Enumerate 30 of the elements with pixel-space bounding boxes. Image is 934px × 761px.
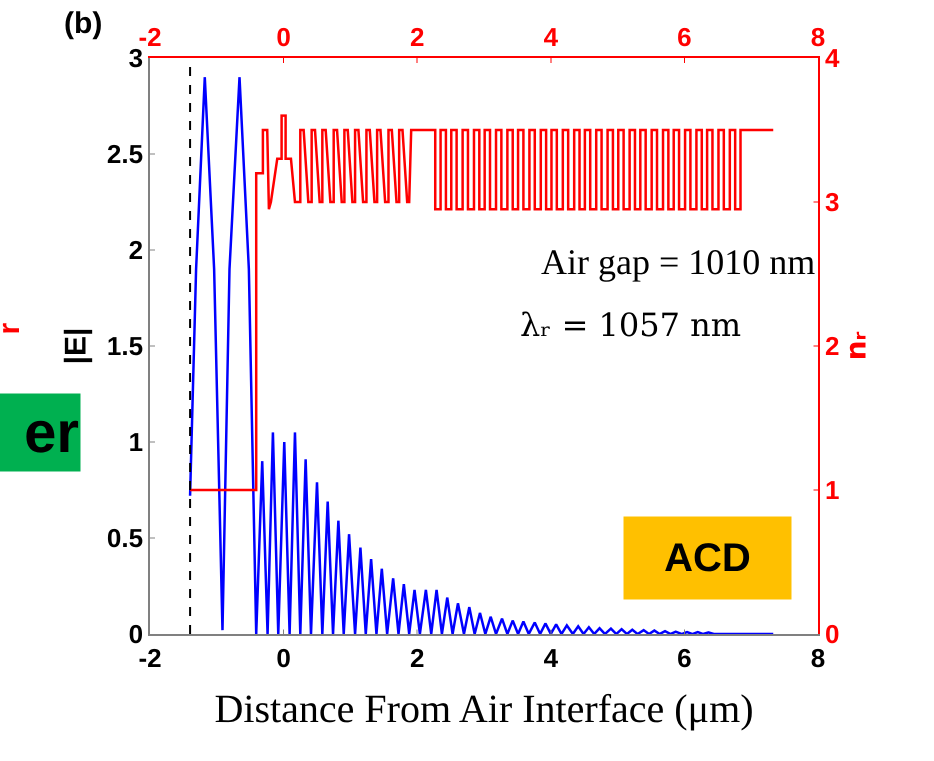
y2-tick-label: 0 xyxy=(824,619,840,650)
x-tick-label: 6 xyxy=(677,22,692,52)
x-axis-title: Distance From Air Interface (μm) xyxy=(214,686,754,731)
y2-tick-label: 3 xyxy=(824,187,840,218)
text: (b) xyxy=(64,7,102,40)
y-axis-title: |E| xyxy=(59,328,92,364)
y-tick-label: 0.5 xyxy=(106,523,144,554)
y2-tick-label: 1 xyxy=(824,475,840,506)
y-tick-label: 2 xyxy=(128,235,144,266)
x2-tick-label: 0 xyxy=(276,642,291,673)
y2-tick-label: 4 xyxy=(824,43,840,74)
y2-axis-title: nᵣ xyxy=(839,331,872,360)
x-tick-label: 4 xyxy=(544,22,559,52)
x2-tick-label: 4 xyxy=(544,642,559,673)
y2-tick-label: 2 xyxy=(824,331,840,362)
x2-tick-label: 6 xyxy=(677,642,692,673)
text: er xyxy=(24,400,79,465)
y-tick-label: 3 xyxy=(128,43,144,74)
y-tick-label: 1.5 xyxy=(106,331,144,362)
x-tick-label: 8 xyxy=(810,22,826,52)
annotation: λᵣ = 1057 nm xyxy=(520,306,742,344)
y-tick-label: 1 xyxy=(128,427,144,458)
x-tick-label: 0 xyxy=(276,22,291,52)
text: r xyxy=(0,322,26,334)
x-tick-label: 2 xyxy=(410,22,424,52)
x2-tick-label: 8 xyxy=(810,642,826,673)
annotation: ACD xyxy=(664,536,751,580)
y-tick-label: 2.5 xyxy=(106,139,144,170)
annotation: Air gap = 1010 nm xyxy=(541,242,816,282)
x2-tick-label: 2 xyxy=(410,642,424,673)
